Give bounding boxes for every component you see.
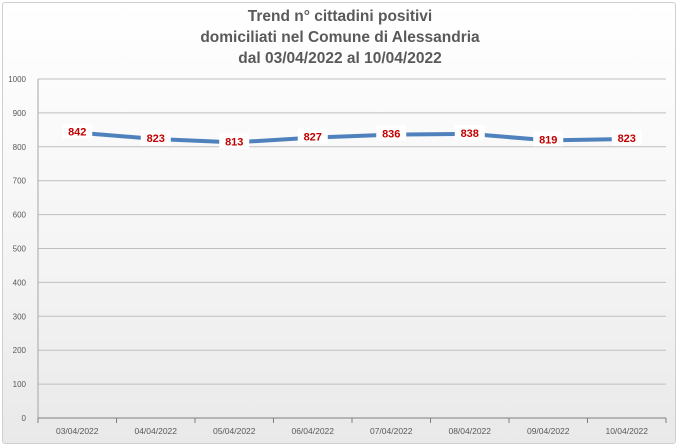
data-label: 827 [304,132,322,144]
data-label: 823 [147,133,165,145]
data-label-bg [533,131,564,147]
chart-frame [2,2,676,444]
data-label: 819 [539,134,557,146]
y-tick-label: 200 [13,346,27,355]
data-label-bg [140,130,171,146]
y-tick-label: 100 [13,380,27,389]
x-tick-label: 05/04/2022 [213,426,256,436]
x-tick-label: 07/04/2022 [370,426,413,436]
y-tick-label: 500 [13,245,27,254]
data-label: 823 [618,133,636,145]
data-label-bg [611,130,642,146]
x-tick-label: 08/04/2022 [448,426,491,436]
data-label-bg [297,128,328,144]
y-tick-label: 400 [13,278,27,287]
y-tick-label: 1000 [8,75,26,84]
data-label: 838 [461,128,479,140]
y-tick-label: 800 [13,143,27,152]
data-label-bg [62,123,93,139]
data-label: 813 [225,136,243,148]
chart-title: Trend n° cittadini positivi domiciliati … [0,6,680,69]
data-label: 842 [68,127,86,139]
x-tick-label: 06/04/2022 [291,426,334,436]
y-tick-label: 700 [13,177,27,186]
chart-title-line-2: domiciliati nel Comune di Alessandria [200,29,480,46]
x-tick-label: 03/04/2022 [56,426,99,436]
chart-title-line-3: dal 03/04/2022 al 10/04/2022 [238,50,442,67]
x-tick-label: 04/04/2022 [134,426,177,436]
y-tick-label: 0 [22,414,27,423]
data-label: 836 [382,129,400,141]
y-tick-label: 300 [13,312,27,321]
data-label-bg [376,125,407,141]
y-tick-label: 600 [13,211,27,220]
data-label-bg [219,133,250,149]
data-label-bg [454,124,485,140]
chart-title-line-1: Trend n° cittadini positivi [247,8,433,25]
x-tick-label: 09/04/2022 [527,426,570,436]
x-tick-label: 10/04/2022 [605,426,648,436]
y-tick-label: 900 [13,109,27,118]
